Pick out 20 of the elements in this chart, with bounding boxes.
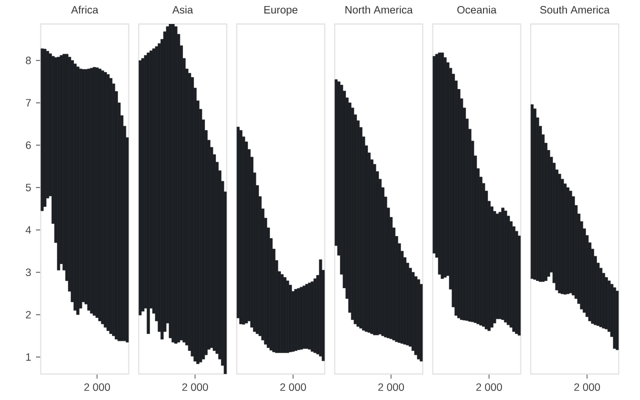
y-tick-label: 3 xyxy=(26,268,31,276)
y-tick-label: 6 xyxy=(26,141,31,149)
x-tick-label: 2 000 xyxy=(280,383,306,391)
chart-title: North America xyxy=(345,6,413,14)
y-tick-label: 8 xyxy=(26,56,31,64)
chart-title: South America xyxy=(540,6,610,14)
x-tick-label: 2 000 xyxy=(378,383,404,391)
x-tick-label: 2 000 xyxy=(574,383,600,391)
chart-title: Oceania xyxy=(457,6,497,14)
y-tick-label: 7 xyxy=(26,99,31,106)
chart-title: Africa xyxy=(71,6,98,14)
y-tick-label: 5 xyxy=(26,184,31,192)
y-tick-label: 4 xyxy=(26,226,32,234)
x-tick-label: 2 000 xyxy=(182,383,208,391)
chart-title: Asia xyxy=(172,6,194,14)
x-tick-label: 2 000 xyxy=(476,383,502,391)
chart-title: Europe xyxy=(264,6,298,16)
x-tick-label: 2 000 xyxy=(84,383,110,391)
y-tick-label: 1 xyxy=(26,353,31,361)
y-tick-label: 2 xyxy=(26,310,31,318)
